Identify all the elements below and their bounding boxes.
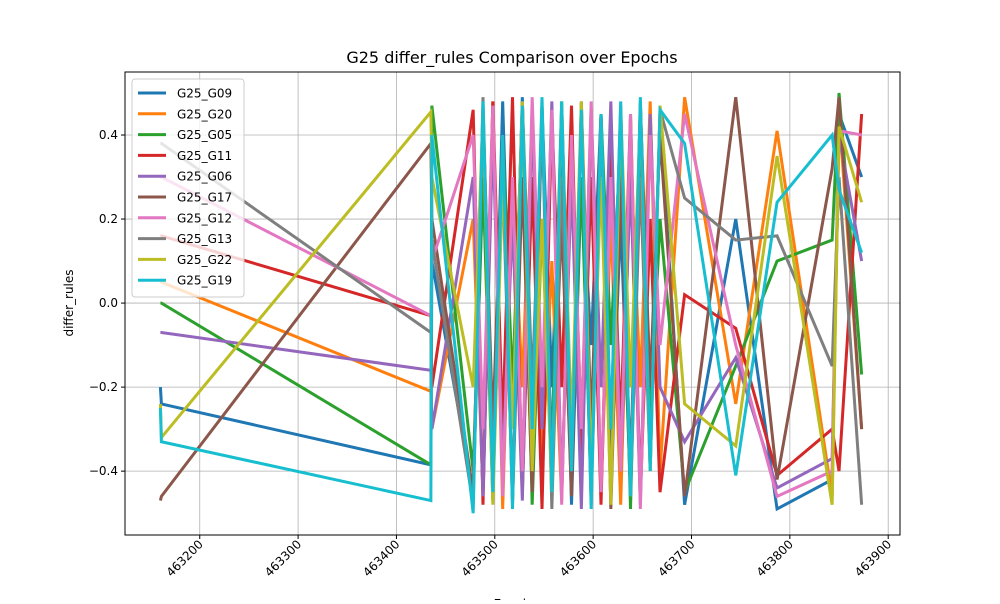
x-tick-label: 463500 — [459, 537, 501, 579]
x-tick-label: 463300 — [262, 537, 304, 579]
y-tick-label: −0.2 — [89, 380, 118, 394]
legend-label: G25_G20 — [177, 107, 232, 121]
legend-label: G25_G11 — [177, 149, 232, 163]
legend-label: G25_G06 — [177, 170, 232, 184]
legend-label: G25_G12 — [177, 211, 232, 225]
y-tick-label: −0.4 — [89, 464, 118, 478]
y-tick-label: 0.4 — [99, 128, 118, 142]
legend-label: G25_G17 — [177, 191, 232, 205]
y-tick-label: 0.0 — [99, 296, 118, 310]
series-line — [158, 97, 864, 514]
legend-label: G25_G09 — [177, 87, 232, 101]
x-tick-label: 463800 — [754, 537, 796, 579]
legend-label: G25_G19 — [177, 274, 232, 288]
x-tick-label: 463600 — [557, 537, 599, 579]
x-tick-label: 463900 — [852, 537, 894, 579]
x-tick-label: 463200 — [164, 537, 206, 579]
x-tick-label: 463400 — [360, 537, 402, 579]
y-axis-label: differ_rules — [62, 269, 76, 336]
x-tick-label: 463700 — [655, 537, 697, 579]
plot-frame — [124, 71, 901, 536]
chart-title: G25 differ_rules Comparison over Epochs — [346, 48, 677, 68]
legend-label: G25_G22 — [177, 253, 232, 267]
legend-label: G25_G13 — [177, 232, 232, 246]
y-tick-label: 0.2 — [99, 212, 118, 226]
legend-label: G25_G05 — [177, 128, 232, 142]
